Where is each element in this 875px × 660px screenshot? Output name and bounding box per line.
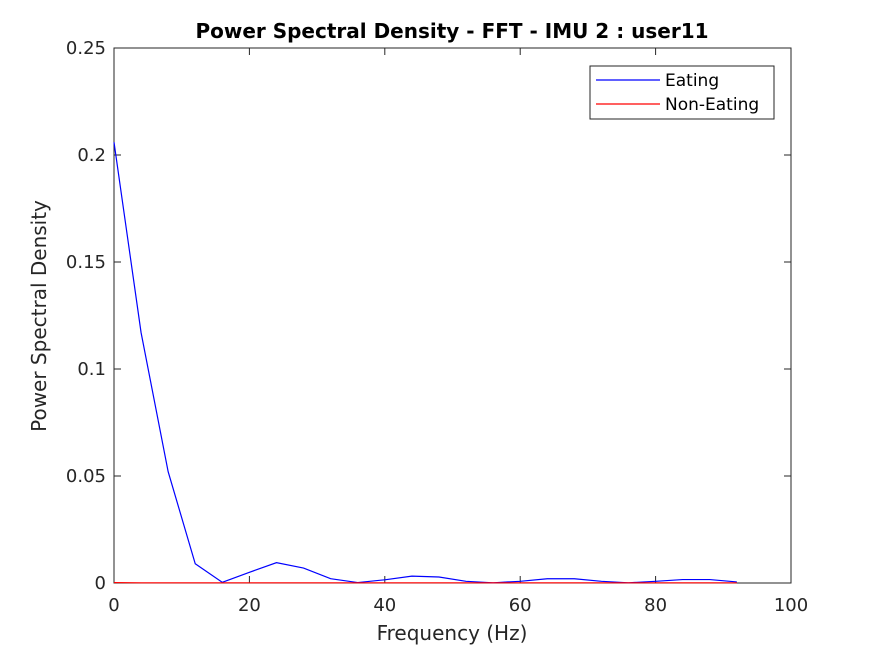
x-tick-label: 40 bbox=[373, 595, 396, 616]
y-axis-label: Power Spectral Density bbox=[27, 200, 51, 432]
y-tick-label: 0.2 bbox=[77, 145, 106, 166]
x-axis-label: Frequency (Hz) bbox=[377, 621, 528, 645]
y-tick-label: 0 bbox=[95, 573, 106, 594]
chart-title: Power Spectral Density - FFT - IMU 2 : u… bbox=[195, 19, 708, 43]
legend: Eating Non-Eating bbox=[590, 66, 774, 119]
y-tick-label: 0.1 bbox=[77, 359, 106, 380]
x-tick-label: 60 bbox=[509, 595, 532, 616]
y-tick-label: 0.15 bbox=[66, 252, 106, 273]
legend-label-non-eating: Non-Eating bbox=[665, 95, 759, 115]
x-tick-label: 100 bbox=[774, 595, 808, 616]
x-tick-label: 80 bbox=[644, 595, 667, 616]
legend-label-eating: Eating bbox=[665, 71, 719, 91]
x-tick-label: 20 bbox=[238, 595, 261, 616]
x-tick-label: 0 bbox=[108, 595, 119, 616]
axes-box bbox=[114, 48, 791, 583]
y-tick-label: 0.25 bbox=[66, 38, 106, 59]
y-tick-label: 0.05 bbox=[66, 466, 106, 487]
